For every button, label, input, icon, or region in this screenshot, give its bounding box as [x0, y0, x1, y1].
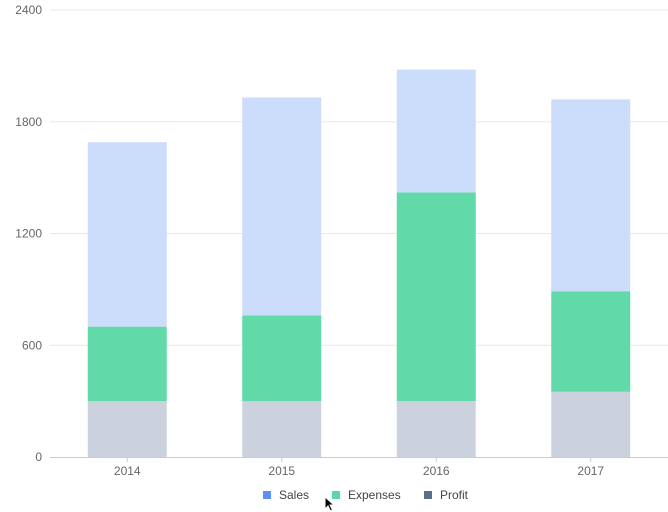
legend-label: Profit	[440, 488, 469, 502]
bar-expenses-2016[interactable]	[396, 192, 476, 402]
bar-profit-2015[interactable]	[242, 401, 322, 457]
bar-sales-2014[interactable]	[87, 142, 167, 327]
legend[interactable]: Sales Expenses Profit	[263, 488, 469, 502]
y-tick-label: 2400	[15, 3, 42, 17]
bar-expenses-2017[interactable]	[551, 291, 631, 392]
legend-item-profit[interactable]: Profit	[424, 488, 469, 502]
legend-label: Expenses	[348, 488, 401, 502]
bar-expenses-2014[interactable]	[87, 326, 167, 402]
x-tick-label: 2017	[577, 464, 604, 478]
bar-profit-2017[interactable]	[551, 391, 631, 457]
y-tick-label: 1200	[15, 227, 42, 241]
y-tick-label: 1800	[15, 115, 42, 129]
bar-expenses-2015[interactable]	[242, 315, 322, 402]
mouse-cursor-icon	[324, 496, 336, 512]
legend-swatch	[263, 491, 271, 499]
x-tick-label: 2015	[268, 464, 295, 478]
legend-swatch	[332, 491, 340, 499]
x-tick-label: 2014	[114, 464, 141, 478]
y-tick-label: 0	[35, 450, 42, 464]
x-tick-label: 2016	[423, 464, 450, 478]
legend-label: Sales	[279, 488, 309, 502]
x-axis: 2014 2015 2016 2017	[50, 457, 668, 478]
y-tick-label: 600	[22, 338, 42, 352]
legend-item-sales[interactable]: Sales	[263, 488, 309, 502]
bar-profit-2016[interactable]	[396, 401, 476, 457]
bar-profit-2014[interactable]	[87, 401, 167, 457]
bar-sales-2016[interactable]	[396, 69, 476, 193]
bar-sales-2015[interactable]	[242, 97, 322, 316]
bar-sales-2017[interactable]	[551, 99, 631, 292]
legend-swatch	[424, 491, 432, 499]
bars	[87, 69, 631, 457]
y-axis: 0 600 1200 1800 2400	[15, 3, 42, 464]
legend-item-expenses[interactable]: Expenses	[332, 488, 401, 502]
